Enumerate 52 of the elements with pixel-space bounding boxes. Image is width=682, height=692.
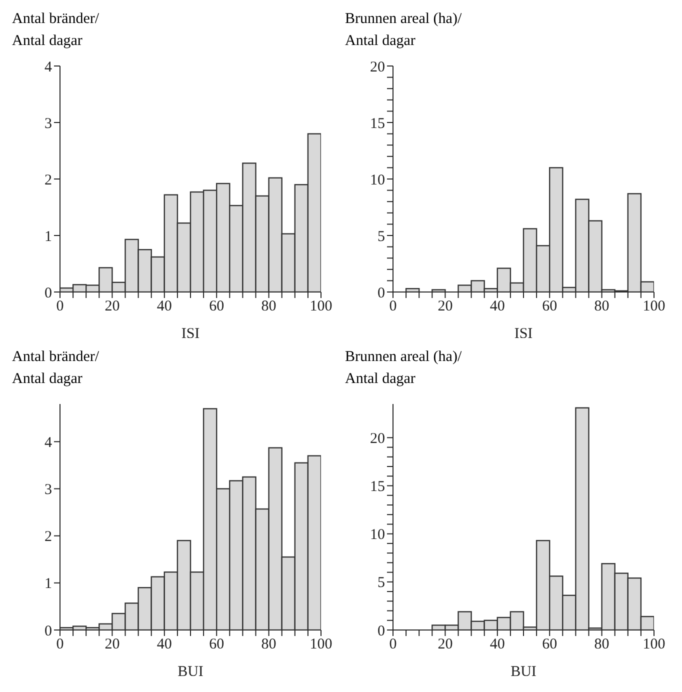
y-tick-label: 5	[378, 228, 385, 245]
y-tick-label: 5	[378, 575, 385, 592]
x-tick-label: 100	[310, 298, 332, 315]
y-tick-label: 1	[44, 228, 52, 245]
y-tick-label: 0	[378, 285, 385, 302]
y-tick-label: 3	[44, 482, 52, 498]
x-tick-label: 0	[389, 298, 397, 315]
y-axis-title: Brunnen areal (ha)/ Antal dagar	[344, 10, 463, 51]
y-tick-label: 10	[370, 172, 385, 188]
y-tick-label: 0	[44, 623, 52, 640]
y-tick-label: 15	[370, 116, 385, 132]
y-axis-title: Antal bränder/ Antal dagar	[11, 10, 100, 51]
x-tick-label: 80	[261, 636, 276, 653]
x-tick-label: 0	[56, 636, 64, 653]
x-tick-label: 100	[642, 298, 666, 315]
x-tick-label: 20	[104, 298, 120, 315]
y-tick-label: 3	[44, 116, 52, 132]
x-tick-label: 0	[56, 298, 64, 315]
y-tick-label: 2	[44, 172, 52, 188]
x-axis-title: BUI	[178, 664, 204, 680]
y-axis-title: Antal bränder/ Antal dagar	[11, 348, 100, 389]
x-tick-label: 60	[542, 298, 558, 315]
x-tick-label: 80	[594, 636, 610, 653]
x-tick-label: 60	[209, 636, 224, 653]
x-tick-label: 100	[642, 636, 666, 653]
y-tick-label: 10	[370, 527, 385, 544]
x-tick-label: 20	[438, 298, 453, 315]
x-tick-label: 40	[490, 636, 505, 653]
y-tick-label: 20	[370, 430, 385, 447]
x-tick-label: 0	[389, 636, 397, 653]
y-tick-label: 2	[44, 529, 52, 546]
y-tick-label: 15	[370, 479, 385, 496]
x-axis-title: ISI	[514, 326, 533, 342]
y-tick-label: 20	[370, 59, 385, 76]
y-axis-title: Brunnen areal (ha)/ Antal dagar	[344, 348, 463, 389]
x-axis-title: ISI	[181, 326, 200, 342]
y-tick-label: 4	[44, 59, 52, 76]
x-tick-label: 60	[209, 298, 224, 315]
x-tick-label: 20	[438, 636, 453, 653]
x-tick-label: 20	[104, 636, 120, 653]
x-axis-title: BUI	[510, 664, 536, 680]
x-tick-label: 40	[490, 298, 505, 315]
y-tick-label: 0	[44, 285, 52, 302]
x-tick-label: 80	[261, 298, 276, 315]
x-tick-label: 100	[310, 636, 332, 653]
x-tick-label: 60	[542, 636, 558, 653]
y-tick-label: 4	[44, 434, 52, 451]
x-tick-label: 40	[156, 298, 172, 315]
y-tick-label: 0	[378, 623, 385, 640]
x-tick-label: 40	[156, 636, 172, 653]
y-tick-label: 1	[44, 576, 52, 592]
x-tick-label: 80	[594, 298, 610, 315]
